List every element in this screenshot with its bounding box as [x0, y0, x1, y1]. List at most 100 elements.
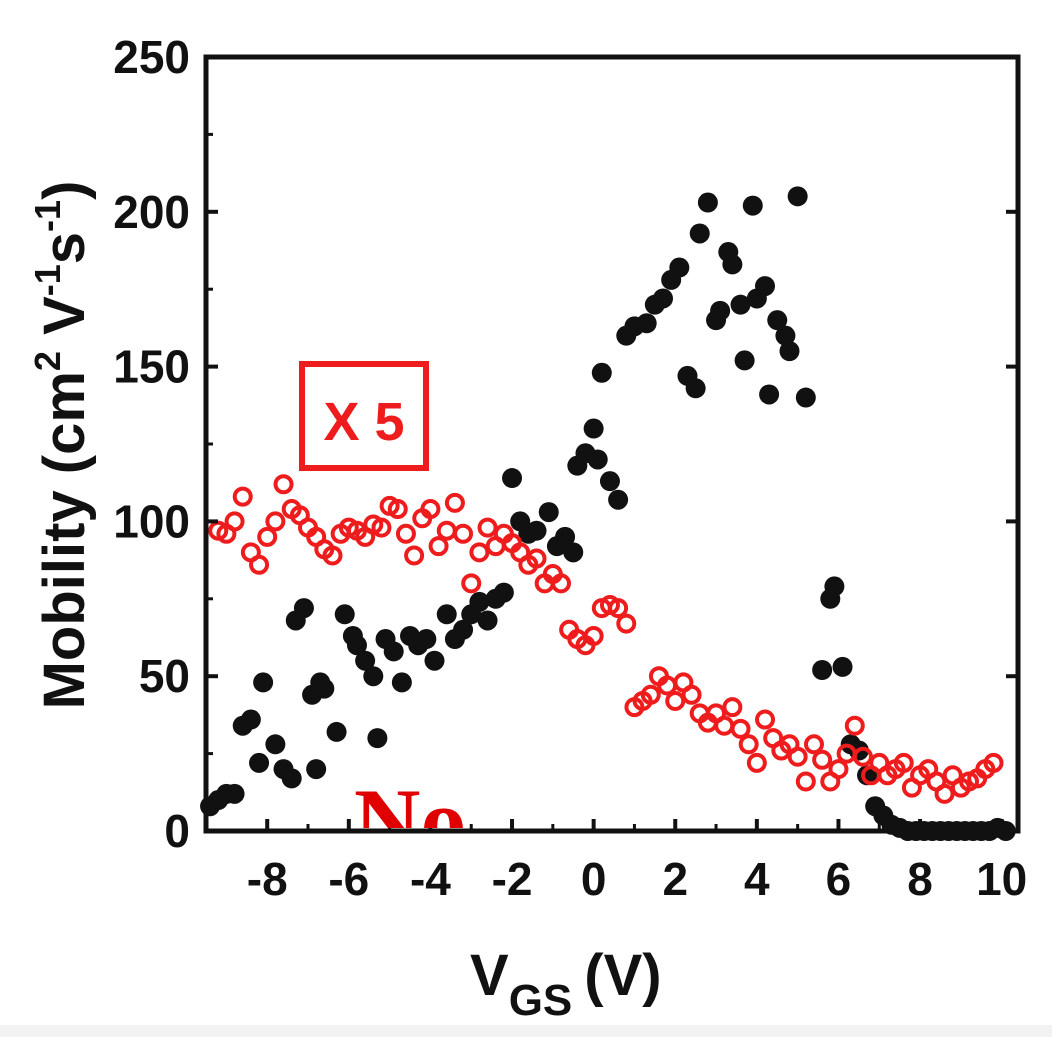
y-tick-label: 250 — [113, 31, 190, 83]
y-tick-label: 50 — [139, 650, 190, 702]
y-tick-label: 200 — [113, 186, 190, 238]
black-data-point — [555, 526, 576, 547]
black-data-point — [306, 759, 327, 780]
black-data-point — [759, 384, 780, 405]
x-tick-labels: -8 -6 -4 -2 0 2 4 6 8 10 — [247, 853, 1028, 905]
black-data-point — [608, 489, 629, 510]
y-axis-title: Mobility (cm2 V-1s-1) — [27, 181, 97, 710]
black-data-point — [755, 276, 776, 297]
black-data-point — [363, 666, 384, 687]
black-data-point — [493, 582, 514, 603]
black-data-point — [587, 449, 608, 470]
red-data-point — [746, 752, 767, 773]
black-data-point — [249, 752, 270, 773]
y-tick-marks — [206, 55, 1018, 833]
red-data-point — [461, 573, 482, 594]
red-data-point — [322, 545, 343, 566]
black-data-point — [526, 520, 547, 541]
black-data-point — [653, 288, 674, 309]
black-data-point — [391, 672, 412, 693]
red-data-point — [371, 517, 392, 538]
black-data-point — [812, 660, 833, 681]
red-data-point — [803, 734, 824, 755]
red-data-point — [526, 548, 547, 569]
y-axis-title-sup3: -1 — [27, 200, 68, 232]
x-tick-label: 2 — [662, 853, 688, 905]
scale-badge-text: X 5 — [323, 392, 404, 452]
red-data-point — [550, 573, 571, 594]
black-data-point — [240, 709, 261, 730]
x-tick-label: 0 — [581, 853, 607, 905]
red-data-point — [469, 542, 490, 563]
y-axis-title-end: ) — [32, 181, 97, 200]
x-tick-label: -8 — [247, 853, 288, 905]
black-data-point — [689, 223, 710, 244]
red-data-point — [583, 625, 604, 646]
black-data-point — [742, 195, 763, 216]
black-data-point — [326, 721, 347, 742]
black-data-point — [293, 598, 314, 619]
x-tick-label: 8 — [907, 853, 933, 905]
red-data-point — [453, 523, 474, 544]
y-tick-label: 100 — [113, 495, 190, 547]
scale-badge: X 5 — [299, 361, 429, 471]
black-data-point — [469, 591, 490, 612]
black-data-point — [424, 650, 445, 671]
red-data-point — [616, 613, 637, 634]
y-axis-title-mid: V — [32, 296, 97, 351]
red-data-point — [934, 783, 955, 804]
red-data-point — [608, 598, 629, 619]
red-data-point — [420, 499, 441, 520]
y-axis-title-sup2: -1 — [27, 264, 68, 296]
red-data-point — [387, 499, 408, 520]
red-data-point — [665, 690, 686, 711]
black-data-point — [563, 542, 584, 563]
red-data-point — [755, 709, 776, 730]
red-data-point — [224, 511, 245, 532]
black-data-point — [767, 310, 788, 331]
black-data-point — [685, 378, 706, 399]
x-axis-title-sub: GS — [509, 976, 573, 1025]
x-tick-label: 4 — [744, 853, 770, 905]
black-data-point — [416, 629, 437, 650]
red-data-point — [730, 718, 751, 739]
black-series-group — [200, 186, 1016, 841]
black-data-point — [636, 313, 657, 334]
red-data-point — [852, 746, 873, 767]
black-data-point — [436, 604, 457, 625]
x-tick-label: -2 — [492, 853, 533, 905]
corner-label: No — [354, 770, 466, 872]
black-data-point — [265, 734, 286, 755]
black-data-point — [857, 765, 878, 786]
red-data-point — [812, 749, 833, 770]
black-data-point — [722, 254, 743, 275]
red-data-point — [428, 536, 449, 557]
black-data-point — [795, 387, 816, 408]
red-data-point — [795, 771, 816, 792]
red-data-point — [477, 517, 498, 538]
red-data-point — [640, 684, 661, 705]
red-data-point — [787, 746, 808, 767]
y-tick-labels: 0 50 100 150 200 250 — [113, 31, 190, 857]
red-data-point — [436, 520, 457, 541]
red-data-point — [265, 511, 286, 532]
red-data-point — [983, 752, 1004, 773]
red-data-point — [273, 474, 294, 495]
black-data-point — [314, 678, 335, 699]
bottom-edge-strip — [0, 1025, 1052, 1037]
red-data-point — [444, 492, 465, 513]
red-data-point — [738, 734, 759, 755]
y-tick-label: 150 — [113, 341, 190, 393]
black-data-point — [334, 604, 355, 625]
red-data-point — [232, 486, 253, 507]
black-data-point — [583, 418, 604, 439]
red-data-point — [722, 697, 743, 718]
red-series-group — [208, 474, 1004, 804]
red-data-point — [404, 545, 425, 566]
x-tick-label: 10 — [976, 853, 1027, 905]
black-data-point — [832, 656, 853, 677]
black-data-point — [591, 362, 612, 383]
scale-badge-frame — [299, 361, 429, 471]
black-data-point — [224, 783, 245, 804]
red-data-point — [828, 759, 849, 780]
